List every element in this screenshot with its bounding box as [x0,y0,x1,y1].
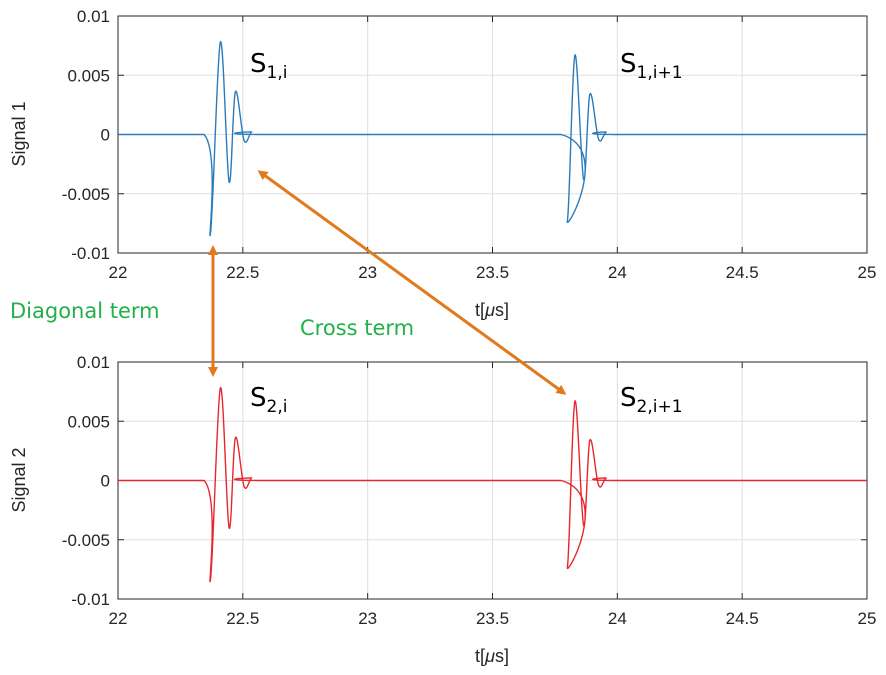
bottom-plot: 22 22.5 23 23.5 24 24.5 25 0.01 0.005 0 -0.005 -0.… [9,353,876,666]
cross-term-label: Cross term [300,316,414,340]
bottom-plot-x-tick-label: 25 [858,609,877,628]
bottom-plot-x-tick-label: 23.5 [476,609,509,628]
bottom-plot-y-axis-label: Signal 2 [9,447,29,512]
top-plot-x-tick-labels: 22 22.5 23 23.5 24 24.5 25 [109,263,877,282]
bottom-plot-y-tick-label: 0.01 [77,353,110,372]
bottom-plot-x-tick-label: 22.5 [226,609,259,628]
bottom-plot-x-tick-labels: 22 22.5 23 23.5 24 24.5 25 [109,609,877,628]
top-plot-x-tick-label: 25 [858,263,877,282]
top-plot-y-axis-label: Signal 1 [9,101,29,166]
bottom-plot-x-axis-label: t[μs] [475,646,509,666]
bottom-plot-y-tick-labels: 0.01 0.005 0 -0.005 -0.01 [62,353,110,609]
top-plot-y-tick-label: 0.01 [77,7,110,26]
bottom-plot-y-tick-label: -0.01 [71,590,110,609]
bottom-plot-x-tick-label: 23 [358,609,377,628]
top-plot-x-tick-label: 24.5 [726,263,759,282]
top-plot-x-tick-label: 23.5 [476,263,509,282]
bottom-plot-y-tick-label: -0.005 [62,531,110,550]
top-plot-x-tick-label: 23 [358,263,377,282]
top-plot: 22 22.5 23 23.5 24 24.5 25 0.01 0.005 0 -0.005 -0.… [9,7,876,320]
diagonal-term-label: Diagonal term [10,299,160,323]
top-plot-y-tick-label: 0.005 [67,66,110,85]
top-plot-x-tick-label: 22 [109,263,128,282]
bottom-plot-x-tick-label: 24.5 [726,609,759,628]
bottom-plot-y-tick-label: 0 [101,472,110,491]
top-plot-x-tick-label: 22.5 [226,263,259,282]
top-plot-y-tick-label: -0.005 [62,185,110,204]
top-plot-y-tick-label: -0.01 [71,244,110,263]
top-plot-x-tick-label: 24 [608,263,627,282]
top-plot-y-tick-labels: 0.01 0.005 0 -0.005 -0.01 [62,7,110,263]
bottom-plot-y-tick-label: 0.005 [67,412,110,431]
top-plot-x-axis-label: t[μs] [475,300,509,320]
bottom-plot-x-tick-label: 22 [109,609,128,628]
top-plot-y-tick-label: 0 [101,126,110,145]
bottom-plot-x-tick-label: 24 [608,609,627,628]
